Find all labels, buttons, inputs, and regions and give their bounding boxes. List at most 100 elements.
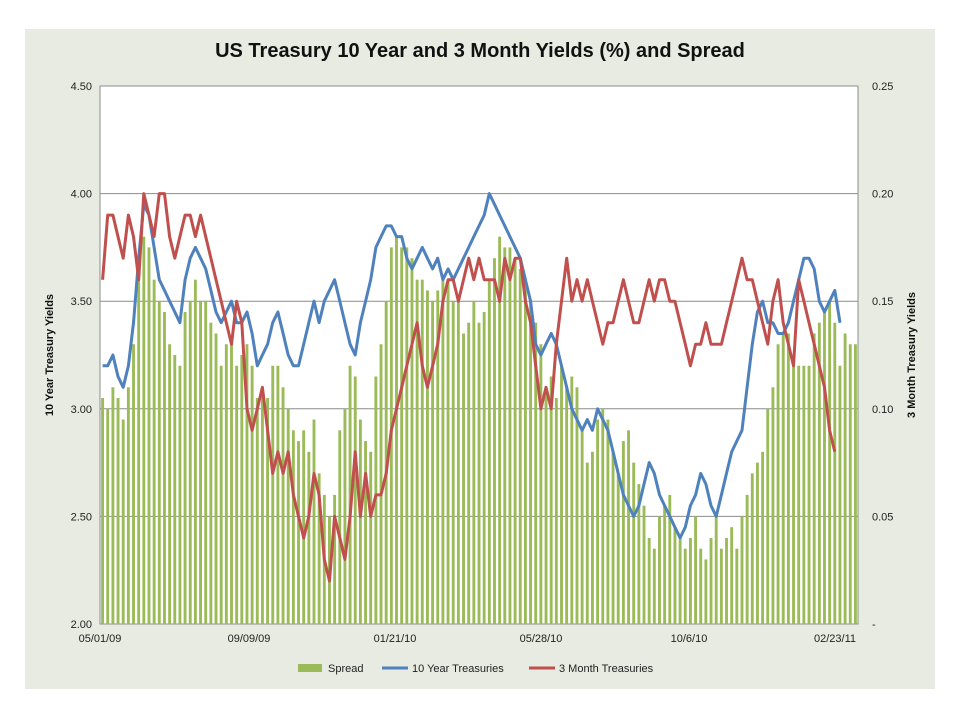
spread-bar [616, 473, 620, 624]
spread-bar [802, 365, 806, 624]
left-axis-label: 10 Year Treasury Yields [44, 294, 56, 416]
spread-bar [683, 548, 687, 624]
spread-bar [183, 311, 187, 624]
spread-bar [199, 301, 202, 624]
spread-bar [446, 279, 450, 624]
spread-bar [642, 505, 646, 624]
spread-bar [405, 247, 409, 624]
right-tick-label: 0.15 [872, 296, 893, 308]
spread-bar [668, 494, 672, 624]
spread-bar [209, 322, 213, 624]
spread-bar [611, 451, 615, 624]
spread-bar [539, 344, 543, 624]
spread-bar [761, 451, 765, 624]
spread-bar [168, 344, 172, 624]
spread-bar [415, 279, 419, 624]
x-tick-label: 10/6/10 [671, 633, 708, 645]
spread-bar [493, 258, 496, 624]
spread-bar [240, 355, 244, 624]
spread-bar [348, 365, 352, 624]
spread-bar [750, 473, 754, 624]
right-tick-label: 0.10 [872, 404, 893, 416]
spread-bar [575, 387, 579, 624]
legend-label: 3 Month Treasuries [559, 663, 654, 675]
spread-bar [188, 301, 192, 624]
spread-bar [410, 258, 414, 624]
spread-bar [291, 430, 295, 624]
spread-bar [699, 548, 703, 624]
spread-bar [255, 398, 259, 624]
spread-bar [627, 430, 630, 624]
spread-bar [678, 537, 682, 624]
spread-bar [224, 344, 228, 624]
spread-bar [652, 548, 656, 624]
spread-bar [513, 258, 517, 624]
spread-bar [740, 516, 744, 624]
spread-bar [219, 365, 223, 624]
right-tick-label: 0.20 [872, 189, 893, 201]
spread-bar [281, 387, 285, 624]
spread-bar [333, 494, 337, 624]
x-tick-label: 05/28/10 [520, 633, 563, 645]
spread-bar [714, 516, 718, 624]
spread-bar [147, 247, 151, 624]
spread-bar [276, 365, 280, 624]
spread-bar [312, 419, 316, 624]
spread-bar [637, 484, 641, 624]
spread-bar [297, 441, 300, 624]
spread-bar [601, 408, 605, 624]
spread-bar [776, 344, 780, 624]
legend-label: 10 Year Treasuries [412, 663, 504, 675]
spread-bar [106, 408, 110, 624]
x-tick-label: 01/21/10 [374, 633, 417, 645]
x-tick-label: 05/01/09 [79, 633, 122, 645]
spread-bar [286, 408, 290, 624]
spread-bar [425, 290, 429, 624]
spread-bar [792, 365, 795, 624]
spread-bar [193, 279, 197, 624]
left-tick-label: 3.00 [71, 404, 92, 416]
spread-bar [142, 236, 146, 624]
spread-bar [735, 548, 739, 624]
spread-bar [436, 290, 440, 624]
x-tick-label: 09/09/09 [228, 633, 271, 645]
legend-swatch-spread [298, 664, 322, 672]
spread-bar [302, 430, 306, 624]
spread-bar [271, 365, 275, 624]
spread-bar [688, 537, 692, 624]
spread-bar [745, 494, 749, 624]
spread-bar [730, 527, 734, 624]
spread-bar [632, 462, 636, 624]
spread-bar [797, 365, 801, 624]
spread-bar [823, 311, 826, 624]
spread-bar [204, 301, 208, 624]
spread-bar [456, 301, 460, 624]
spread-bar [111, 387, 115, 624]
right-tick-label: 0.05 [872, 511, 893, 523]
spread-bar [580, 430, 584, 624]
spread-bar [766, 408, 770, 624]
spread-bar [658, 516, 661, 624]
spread-bar [817, 322, 821, 624]
spread-bar [379, 344, 383, 624]
spread-bar [549, 376, 553, 624]
spread-bar [673, 527, 677, 624]
spread-bar [482, 311, 486, 624]
spread-bar [420, 279, 424, 624]
spread-bar [441, 279, 445, 624]
spread-bar [709, 537, 713, 624]
spread-bar [590, 451, 594, 624]
spread-bar [163, 311, 166, 624]
spread-bar [260, 387, 264, 624]
spread-bar [694, 516, 698, 624]
spread-bar [477, 322, 481, 624]
spread-bar [498, 236, 502, 624]
spread-bar [487, 279, 491, 624]
spread-bar [116, 398, 120, 624]
spread-bar [353, 376, 357, 624]
x-tick-label: 02/23/11 [814, 633, 856, 645]
spread-bar [853, 344, 857, 624]
bars-layer [101, 236, 857, 624]
spread-bar [781, 333, 785, 624]
